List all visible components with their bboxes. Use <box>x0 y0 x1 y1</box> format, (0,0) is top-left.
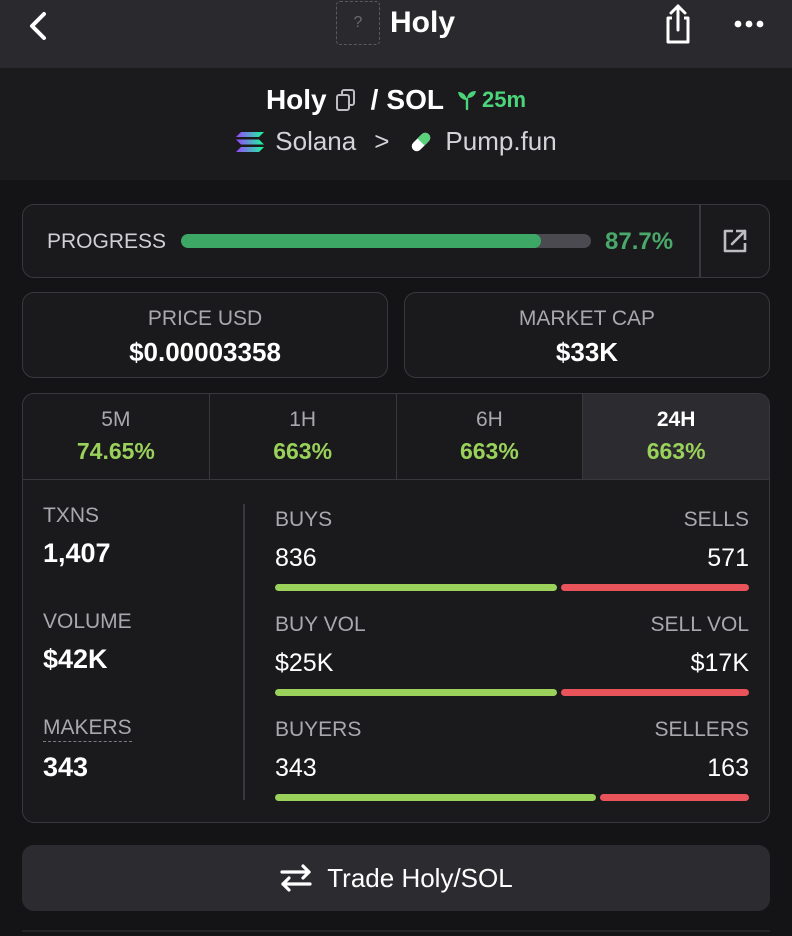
pill-icon <box>412 132 431 151</box>
swap-arrows-icon <box>280 864 312 892</box>
pair-separator: / <box>370 84 379 115</box>
copy-address-button[interactable] <box>335 88 357 112</box>
pair-age: 25m <box>456 87 526 113</box>
progress-bar <box>181 234 591 248</box>
external-link-icon <box>723 229 747 253</box>
tab-label: 5M <box>101 408 131 431</box>
makers-label[interactable]: MAKERS <box>43 716 132 742</box>
makers-value: 343 <box>43 752 89 782</box>
buys-bar-segment <box>275 584 557 591</box>
sellers-bar-segment <box>600 794 749 801</box>
progress-label: PROGRESS <box>47 230 167 253</box>
pair-age-value: 25m <box>481 87 527 112</box>
token-symbol: Holy <box>265 84 327 115</box>
buyers-value: 343 <box>275 754 317 782</box>
top-bar: ? Holy <box>0 0 792 68</box>
buyers-bar-segment <box>275 794 597 801</box>
tab-label: 6H <box>475 408 503 431</box>
trading-stats-card: 5M 74.65% 1H 663% 6H 663% 24H 663% TXNS … <box>22 393 770 823</box>
divider <box>699 205 701 277</box>
breadcrumb-chevron: > <box>374 126 390 156</box>
buys-sells-split: BUYS SELLS 836 571 <box>275 508 749 591</box>
progress-bar-fill <box>181 234 541 248</box>
tab-5m[interactable]: 5M 74.65% <box>23 394 210 479</box>
timeframe-tabs: 5M 74.65% 1H 663% 6H 663% 24H 663% <box>23 394 769 480</box>
volume-bar <box>275 689 749 696</box>
trade-button[interactable]: Trade Holy/SOL <box>22 845 770 911</box>
sprout-icon <box>457 91 476 111</box>
market-cap-label: MARKET CAP <box>518 307 656 330</box>
open-external-button[interactable] <box>721 227 749 255</box>
sell-vol-label: SELL VOL <box>650 613 749 636</box>
price-usd-value: $0.00003358 <box>129 337 281 367</box>
tab-24h[interactable]: 24H 663% <box>583 394 769 479</box>
quote-symbol: SOL <box>386 84 444 115</box>
buys-label: BUYS <box>275 508 333 531</box>
buyers-sellers-bar <box>275 794 749 801</box>
column-divider <box>243 504 245 800</box>
sell-vol-bar-segment <box>561 689 749 696</box>
bonding-progress-card: PROGRESS 87.7% <box>22 204 770 278</box>
sells-bar-segment <box>560 584 749 591</box>
market-cap-card: MARKET CAP $33K <box>404 292 770 378</box>
back-button[interactable] <box>22 8 52 44</box>
tab-price-change: 663% <box>273 438 333 464</box>
buyers-label: BUYERS <box>275 718 362 741</box>
sellers-value: 163 <box>707 754 749 782</box>
volume-metric: VOLUME $42K <box>43 610 132 675</box>
volume-label: VOLUME <box>43 610 132 633</box>
buy-vol-bar-segment <box>275 689 558 696</box>
page-title: Holy <box>390 6 456 39</box>
buy-vol-label: BUY VOL <box>275 613 366 636</box>
sells-value: 571 <box>707 544 749 572</box>
txns-label: TXNS <box>43 504 100 527</box>
share-button[interactable] <box>660 2 696 46</box>
txns-value: 1,407 <box>43 538 111 568</box>
share-icon <box>666 4 690 44</box>
chain-breadcrumb: Solana > Pump.fun <box>0 126 792 157</box>
copy-icon <box>335 89 355 111</box>
tab-6h[interactable]: 6H 663% <box>397 394 584 479</box>
sellers-label: SELLERS <box>654 718 749 741</box>
market-cap-value: $33K <box>555 337 619 367</box>
price-usd-card: PRICE USD $0.00003358 <box>22 292 388 378</box>
tab-price-change: 663% <box>459 438 519 464</box>
more-icon <box>734 20 764 28</box>
makers-metric: MAKERS 343 <box>43 716 132 783</box>
tab-price-change: 663% <box>646 438 706 464</box>
txns-metric: TXNS 1,407 <box>43 504 111 569</box>
back-arrow-icon <box>30 12 46 40</box>
volume-split: BUY VOL SELL VOL $25K $17K <box>275 613 749 696</box>
sells-label: SELLS <box>683 508 749 531</box>
buy-vol-value: $25K <box>275 649 334 677</box>
pair-row: Holy / SOL 25m <box>0 84 792 116</box>
tab-1h[interactable]: 1H 663% <box>210 394 397 479</box>
more-options-button[interactable] <box>730 12 770 36</box>
token-thumbnail-placeholder: ? <box>336 1 380 45</box>
buys-sells-bar <box>275 584 749 591</box>
tab-label: 24H <box>656 408 696 431</box>
trade-button-label: Trade Holy/SOL <box>327 862 513 893</box>
solana-logo-icon <box>236 131 265 152</box>
sell-vol-value: $17K <box>690 649 749 677</box>
divider <box>22 930 770 932</box>
pair-header: Holy / SOL 25m <box>0 68 792 180</box>
buys-value: 836 <box>275 544 317 572</box>
buyers-sellers-split: BUYERS SELLERS 343 163 <box>275 718 749 801</box>
dex-name[interactable]: Pump.fun <box>445 126 557 156</box>
price-usd-label: PRICE USD <box>147 307 263 330</box>
volume-value: $42K <box>43 644 108 674</box>
chain-name[interactable]: Solana <box>275 126 357 156</box>
tab-price-change: 74.65% <box>76 438 155 464</box>
tab-label: 1H <box>289 408 317 431</box>
progress-percent: 87.7% <box>605 228 674 255</box>
